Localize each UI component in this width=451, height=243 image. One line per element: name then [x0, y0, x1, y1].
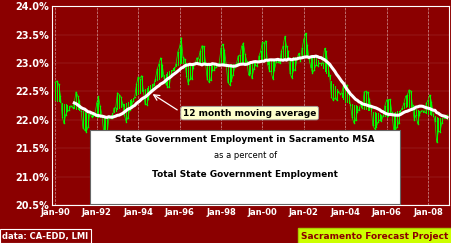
Text: as a percent of: as a percent of — [214, 151, 277, 160]
FancyBboxPatch shape — [90, 130, 400, 204]
Text: data: CA-EDD, LMI: data: CA-EDD, LMI — [2, 232, 88, 241]
Text: State Government Employment in Sacramento MSA: State Government Employment in Sacrament… — [115, 135, 375, 144]
Text: Sacramento Forecast Project: Sacramento Forecast Project — [301, 232, 449, 241]
Text: 12 month moving average: 12 month moving average — [183, 109, 317, 118]
Text: Total State Government Employment: Total State Government Employment — [152, 170, 338, 179]
